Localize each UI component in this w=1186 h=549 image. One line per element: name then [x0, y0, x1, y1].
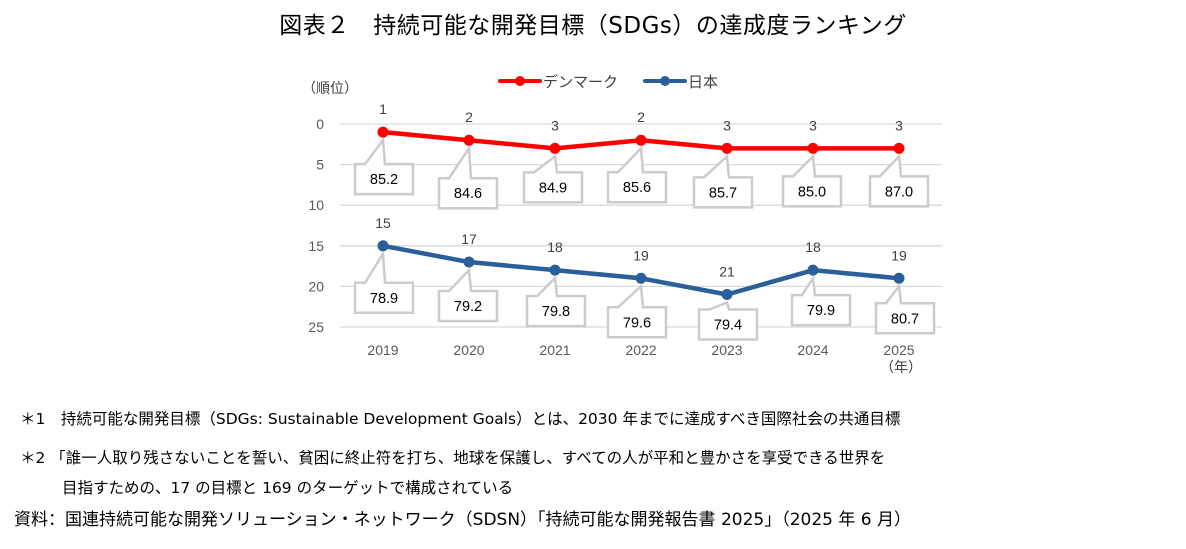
x-tick-label: 2021 [539, 342, 570, 358]
data-point [893, 142, 905, 154]
rank-data-label: 15 [375, 215, 391, 231]
rank-data-label: 19 [891, 247, 907, 263]
score-callout-text: 79.2 [454, 299, 482, 315]
data-point [893, 272, 905, 284]
x-tick-label: 2025 [883, 342, 914, 358]
score-callouts: 85.2 84.6 84.9 85.6 85.7 85.0 87.0 78.9 79.2 79.8… [353, 136, 936, 341]
rank-data-label: 18 [547, 239, 563, 255]
score-callout-text: 79.8 [542, 304, 570, 320]
score-callout [781, 153, 843, 208]
x-tick-label: 2019 [367, 342, 398, 358]
score-callout-text: 85.0 [798, 184, 826, 200]
y-tick-label: 5 [316, 157, 324, 173]
legend-marker-1 [660, 76, 670, 86]
score-callout-text: 85.7 [709, 185, 737, 201]
score-callout [606, 145, 668, 204]
data-point [463, 134, 475, 146]
rank-data-label: 3 [809, 117, 817, 133]
score-callout [697, 300, 759, 341]
score-callout-text: 85.6 [623, 180, 651, 196]
rank-data-label: 19 [633, 247, 649, 263]
rank-data-label: 21 [719, 264, 735, 280]
score-callout-text: 79.4 [714, 318, 742, 334]
score-callout [437, 267, 499, 323]
data-point [721, 289, 733, 301]
score-callout-text: 79.6 [623, 315, 651, 331]
data-point [549, 142, 561, 154]
rank-data-labels: 1 2 3 2 3 3 3 15 17 18 19 21 18 19 [375, 101, 907, 279]
x-tick-label: 2022 [625, 342, 656, 358]
y-tick-label: 20 [308, 278, 324, 294]
legend: デンマーク 日本 [498, 73, 718, 91]
score-callout [606, 283, 668, 339]
legend-label-1: 日本 [688, 73, 718, 91]
data-point [377, 126, 389, 138]
y-axis-ticks: 0 5 10 15 20 25 [308, 116, 324, 335]
y-tick-label: 15 [308, 238, 324, 254]
data-point [807, 142, 819, 154]
score-callout [868, 153, 930, 208]
data-point [463, 256, 475, 268]
score-callout [353, 136, 415, 196]
rank-data-label: 2 [465, 109, 473, 125]
score-callout-text: 84.6 [454, 186, 482, 202]
x-tick-label: 2024 [797, 342, 828, 358]
rank-data-label: 1 [379, 101, 387, 117]
y-tick-label: 10 [308, 197, 324, 213]
rank-data-label: 18 [805, 239, 821, 255]
score-callout-text: 84.9 [539, 180, 567, 196]
x-tick-label: 2020 [453, 342, 484, 358]
score-callout-text: 87.0 [885, 184, 913, 200]
data-point [807, 264, 819, 276]
footnote-2-line1: ＊2 「誰一人取り残さないことを誓い、貧困に終止符を打ち、地球を保護し、すべての… [20, 449, 886, 467]
rank-data-label: 3 [551, 117, 559, 133]
figure-title: 図表２ 持続可能な開発目標（SDGs）の達成度ランキング [279, 13, 907, 39]
data-point [377, 240, 389, 252]
legend-marker-0 [515, 76, 525, 86]
rank-data-label: 3 [723, 117, 731, 133]
footnote-2-line2: 目指すための、17 の目標と 169 のターゲットで構成されている [62, 479, 514, 497]
rank-data-label: 17 [461, 231, 477, 247]
score-callout [790, 274, 852, 327]
score-callout-text: 78.9 [370, 291, 398, 307]
score-callout [353, 249, 415, 315]
score-callout [692, 153, 754, 209]
data-point [721, 142, 733, 154]
data-point [635, 272, 647, 284]
score-callout-text: 80.7 [891, 311, 919, 327]
x-tick-label: 2023 [711, 342, 742, 358]
series-lines [377, 126, 905, 301]
rank-data-label: 3 [895, 117, 903, 133]
source-note: 資料：国連持続可能な開発ソリューション・ネットワーク（SDSN）「持続可能な開発… [14, 510, 912, 530]
score-callout [437, 144, 499, 210]
y-tick-label: 0 [316, 116, 324, 132]
x-axis-ticks: 2019 2020 2021 2022 2023 2024 2025 [367, 342, 914, 358]
y-axis-label: （順位） [302, 81, 358, 97]
footnote-1: ＊1 持続可能な開発目標（SDGs: Sustainable Developme… [20, 410, 901, 428]
data-point [635, 134, 647, 146]
score-callout-text: 79.9 [807, 303, 835, 319]
x-axis-unit-label: （年） [880, 360, 922, 376]
score-callout [525, 275, 587, 328]
legend-label-0: デンマーク [543, 73, 618, 91]
score-callout [522, 154, 584, 204]
y-tick-label: 25 [308, 319, 324, 335]
rank-data-label: 2 [637, 109, 645, 125]
score-callout-text: 85.2 [370, 172, 398, 188]
data-point [549, 264, 561, 276]
score-callout [874, 283, 936, 335]
